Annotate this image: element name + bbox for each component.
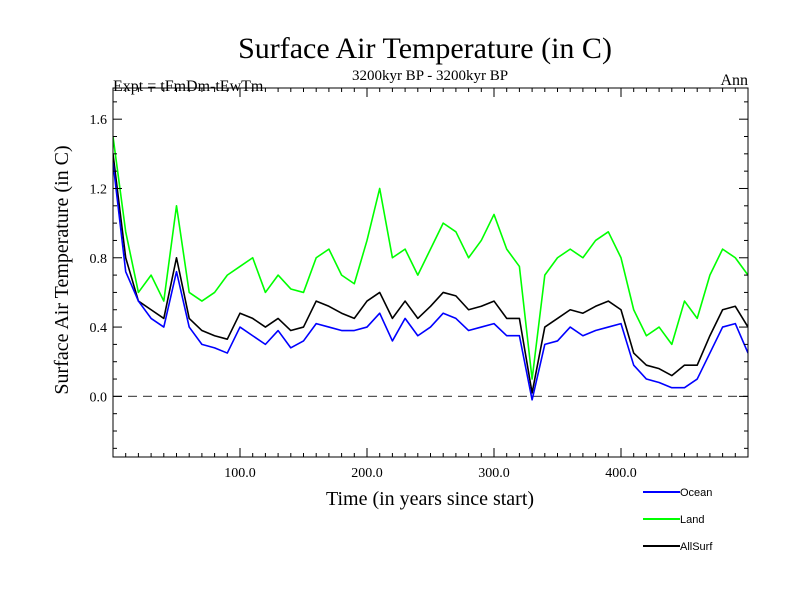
chart-title: Surface Air Temperature (in C) (238, 32, 612, 65)
legend: Ocean Land AllSurf (643, 487, 713, 553)
y-tick-label: 1.6 (90, 113, 108, 128)
x-tick-label: 400.0 (605, 466, 637, 481)
legend-label-allsurf: AllSurf (680, 541, 713, 553)
y-tick-label: 0.8 (90, 252, 108, 267)
x-tick-label: 300.0 (478, 466, 510, 481)
legend-label-ocean: Ocean (680, 487, 712, 499)
series-line-allsurf (113, 153, 748, 394)
y-tick-label: 0.4 (90, 321, 108, 336)
series-line-land (113, 136, 748, 380)
x-axis-label: Time (in years since start) (326, 488, 534, 510)
y-tick-label: 0.0 (90, 390, 108, 405)
experiment-label: Expt = tFmDm-tEwTm (113, 78, 264, 95)
plot-area (113, 136, 748, 401)
legend-label-land: Land (680, 514, 704, 526)
plot-frame (112, 87, 749, 458)
axes: 100.0 200.0 300.0 400.0 0.0 0.4 0.8 1.2 1.6 (90, 87, 749, 481)
y-axis-label: Surface Air Temperature (in C) (51, 145, 73, 394)
season-label: Ann (720, 72, 748, 89)
y-tick-label: 1.2 (90, 182, 108, 197)
chart-subtitle: 3200kyr BP - 3200kyr BP (352, 68, 508, 84)
x-tick-label: 100.0 (224, 466, 256, 481)
x-tick-label: 200.0 (351, 466, 383, 481)
series-line-ocean (113, 162, 748, 401)
